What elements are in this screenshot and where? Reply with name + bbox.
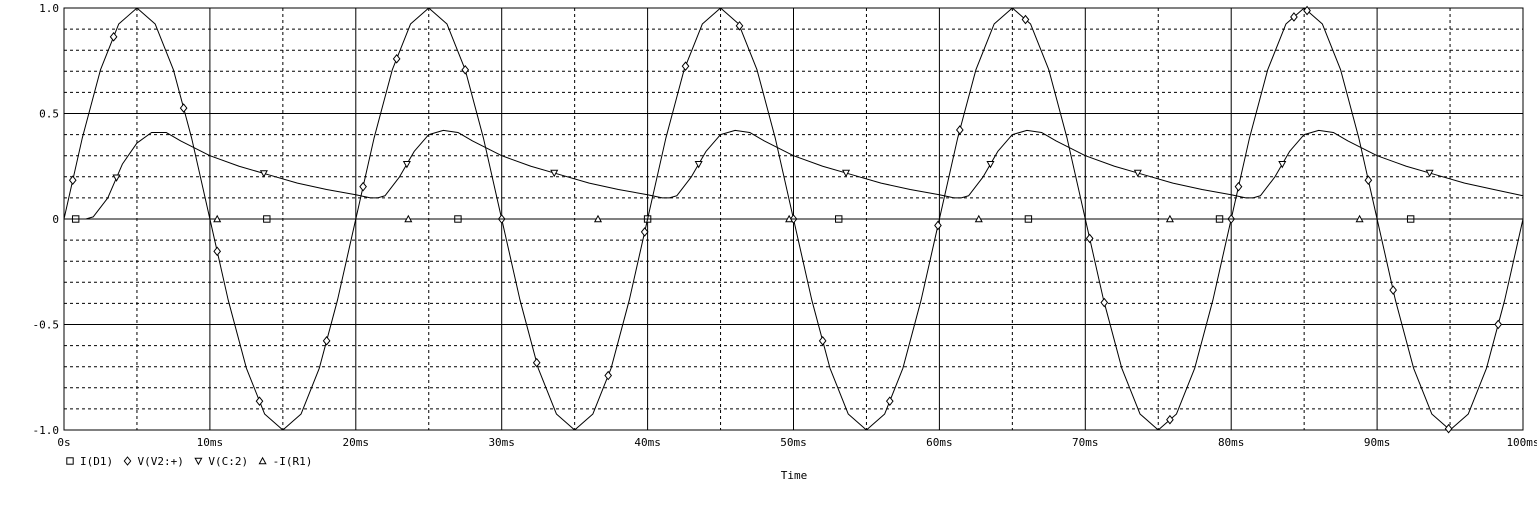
series-point-v-c-2 (841, 169, 851, 178)
series-line-v-c-2 (64, 129, 1524, 220)
series-point-v-v2 (640, 227, 649, 237)
x-tick-label: 10ms (197, 436, 224, 449)
legend-entry-i-d1: I(D1) (80, 455, 113, 468)
series-point-v-v2 (1290, 12, 1298, 22)
x-tick-label: 90ms (1364, 436, 1391, 449)
x-axis-label: Time (781, 469, 808, 482)
legend-marker-v-c-2 (194, 457, 203, 466)
y-tick-label: 0 (52, 213, 59, 226)
series-point-v-c-2 (259, 170, 268, 178)
series-point-v-v2 (1021, 14, 1030, 25)
x-tick-label: 80ms (1218, 436, 1245, 449)
series-point-v-v2 (1100, 297, 1109, 308)
series-point-v-c-2 (550, 169, 559, 178)
x-tick-label: 70ms (1072, 436, 1099, 449)
series-point-v-v2 (604, 370, 613, 381)
series-point-i-r1 (785, 214, 794, 223)
series-point-v-v2 (461, 65, 470, 75)
series-point-v-v2 (934, 220, 942, 231)
series-point-v-v2 (1234, 181, 1243, 192)
series-point-v-v2 (735, 21, 744, 31)
legend-marker-i-d1 (66, 457, 74, 465)
y-tick-label: 1.0 (39, 2, 59, 15)
legend: I(D1) V(V2:+) V(C:2) -I(R1) (66, 455, 313, 468)
x-tick-label: 40ms (634, 436, 661, 449)
series-point-v-c-2 (1278, 160, 1287, 169)
legend-entry-v-c-2: V(C:2) (208, 455, 248, 468)
series-point-v-v2 (681, 61, 690, 71)
series-point-v-c-2 (112, 174, 121, 182)
series-point-v-v2 (68, 175, 77, 186)
y-tick-label: 0.5 (39, 108, 59, 121)
series-point-v-v2 (955, 125, 964, 135)
axes: 0s 10ms 20ms 30ms 40ms 50ms 60ms 70ms 80ms 90ms 10… (33, 2, 1537, 449)
series-point-v-v2 (1303, 5, 1311, 16)
series-point-i-r1 (1355, 214, 1364, 223)
series-point-v-v2 (179, 103, 188, 113)
x-tick-label: 20ms (343, 436, 370, 449)
series-point-v-v2 (1494, 319, 1503, 330)
series-point-i-r1 (213, 214, 222, 223)
series-point-v-c-2 (694, 160, 703, 169)
series-point-v-c-2 (1133, 169, 1142, 178)
series-point-i-r1 (1165, 214, 1174, 223)
x-tick-label: 60ms (926, 436, 953, 449)
series (63, 5, 1524, 434)
series-point-v-c-2 (986, 160, 995, 169)
series-point-i-r1 (404, 214, 413, 223)
series-point-v-v2 (1389, 285, 1397, 295)
series-point-v-v2 (1085, 233, 1094, 244)
x-tick-label: 30ms (488, 436, 515, 449)
legend-entry-v-v2: V(V2:+) (138, 455, 184, 468)
series-point-v-v2 (532, 357, 541, 368)
series-point-v-v2 (109, 32, 118, 42)
y-tick-label: -0.5 (33, 319, 60, 332)
legend-marker-v-v2 (123, 456, 132, 466)
series-point-v-v2 (359, 181, 367, 192)
series-point-v-c-2 (402, 160, 411, 169)
series-point-v-v2 (818, 336, 827, 346)
x-tick-label: 0s (57, 436, 70, 449)
series-point-v-v2 (1444, 423, 1453, 434)
legend-marker-i-r1 (258, 456, 267, 465)
series-point-v-v2 (885, 396, 894, 406)
series-point-i-r1 (974, 214, 983, 223)
series-point-v-v2 (255, 396, 264, 406)
series-point-v-c-2 (1425, 169, 1434, 178)
series-point-v-v2 (1364, 175, 1373, 186)
legend-entry-i-r1: -I(R1) (273, 455, 313, 468)
series-point-v-v2 (1166, 414, 1174, 425)
series-point-i-r1 (593, 214, 603, 223)
x-tick-label: 100ms (1506, 436, 1537, 449)
series-point-v-v2 (322, 336, 331, 346)
y-tick-label: -1.0 (33, 424, 60, 437)
series-point-v-v2 (213, 246, 222, 257)
series-point-v-v2 (392, 54, 401, 64)
x-tick-label: 50ms (780, 436, 807, 449)
